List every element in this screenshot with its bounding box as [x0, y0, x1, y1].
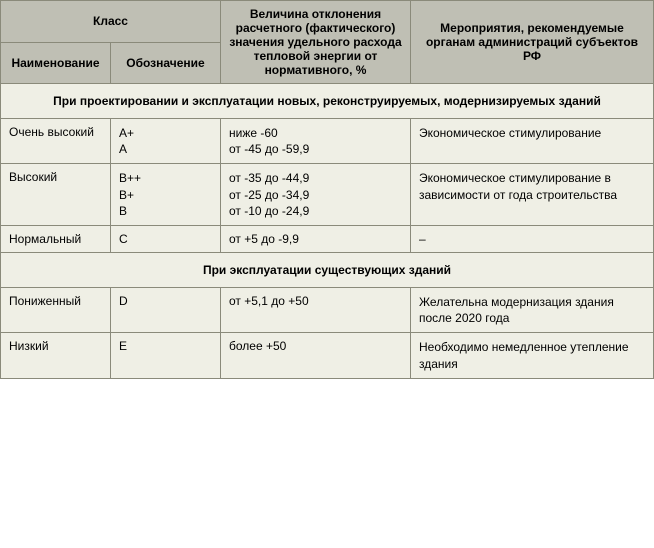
- section-row-new-buildings: При проектировании и эксплуатации новых,…: [1, 84, 654, 119]
- cell-deviation: более +50: [221, 333, 411, 378]
- cell-actions: Экономическое стимулирование: [411, 119, 654, 164]
- cell-deviation: ниже -60 от -45 до -59,9: [221, 119, 411, 164]
- cell-sign: А+ А: [111, 119, 221, 164]
- cell-sign: С: [111, 225, 221, 252]
- section-label: При проектировании и эксплуатации новых,…: [1, 84, 654, 119]
- cell-name: Очень высокий: [1, 119, 111, 164]
- cell-sign: Е: [111, 333, 221, 378]
- header-actions: Мероприятия, рекомендуемые органам админ…: [411, 1, 654, 84]
- cell-actions: –: [411, 225, 654, 252]
- section-row-existing-buildings: При эксплуатации существующих зданий: [1, 252, 654, 287]
- table-row: Высокий В++ В+ В от -35 до -44,9 от -25 …: [1, 164, 654, 226]
- cell-actions: Необходимо немедленное утепление здания: [411, 333, 654, 378]
- cell-deviation: от -35 до -44,9 от -25 до -34,9 от -10 д…: [221, 164, 411, 226]
- table-row: Очень высокий А+ А ниже -60 от -45 до -5…: [1, 119, 654, 164]
- energy-class-table: Класс Величина отклонения расчетного (фа…: [0, 0, 654, 379]
- cell-deviation: от +5,1 до +50: [221, 287, 411, 332]
- table-row: Пониженный D от +5,1 до +50 Желательна м…: [1, 287, 654, 332]
- cell-name: Нормальный: [1, 225, 111, 252]
- header-sign: Обозначение: [111, 42, 221, 84]
- cell-actions: Экономическое стимулирование в зависимос…: [411, 164, 654, 226]
- table-row: Нормальный С от +5 до -9,9 –: [1, 225, 654, 252]
- cell-actions: Желательна модернизация здания после 202…: [411, 287, 654, 332]
- cell-sign: В++ В+ В: [111, 164, 221, 226]
- section-label: При эксплуатации существующих зданий: [1, 252, 654, 287]
- table-row: Низкий Е более +50 Необходимо немедленно…: [1, 333, 654, 378]
- cell-sign: D: [111, 287, 221, 332]
- cell-name: Высокий: [1, 164, 111, 226]
- cell-deviation: от +5 до -9,9: [221, 225, 411, 252]
- cell-name: Низкий: [1, 333, 111, 378]
- cell-name: Пониженный: [1, 287, 111, 332]
- header-class-group: Класс: [1, 1, 221, 43]
- header-deviation: Величина отклонения расчетного (фактичес…: [221, 1, 411, 84]
- header-name: Наименование: [1, 42, 111, 84]
